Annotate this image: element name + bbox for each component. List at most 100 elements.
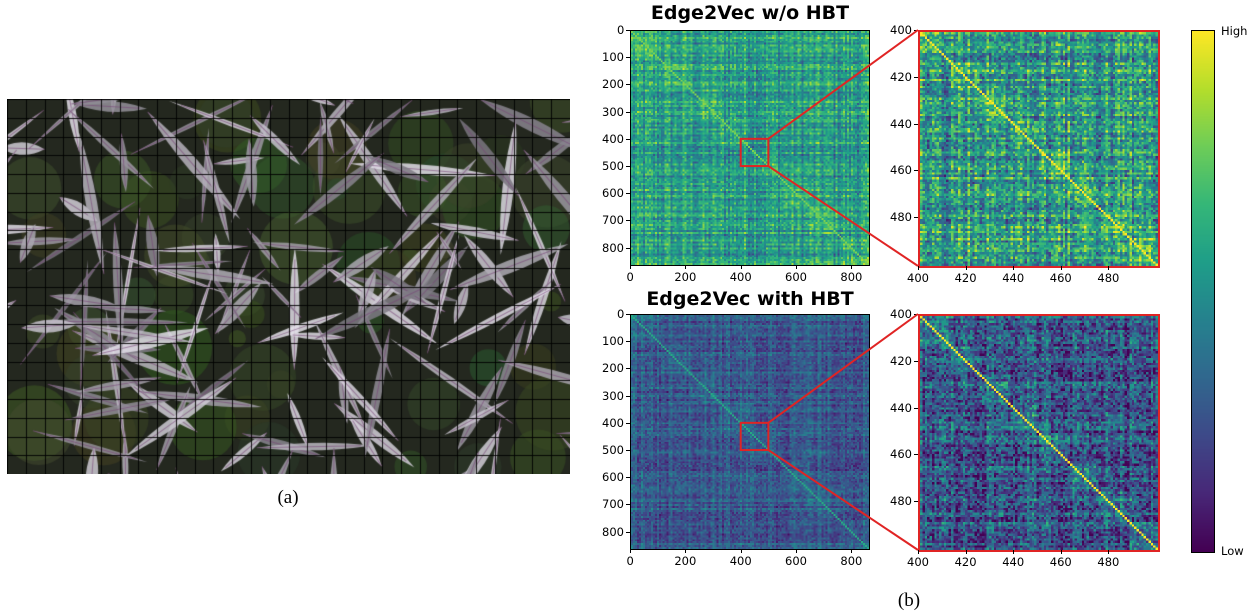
tick-mark <box>918 550 919 554</box>
y-tick-label: 100 <box>602 50 624 65</box>
tick-mark <box>918 266 919 270</box>
y-tick-label: 0 <box>617 23 625 37</box>
tick-mark <box>851 265 853 269</box>
tick-mark <box>914 360 918 362</box>
caption-a: (a) <box>277 487 299 508</box>
colorbar-low-label: Low <box>1221 544 1244 558</box>
y-tick-label: 500 <box>602 159 624 174</box>
y-tick-label: 600 <box>602 186 624 201</box>
tick-mark <box>914 30 918 31</box>
x-tick-label: 420 <box>954 271 977 285</box>
caption-b: (b) <box>897 590 921 611</box>
tick-mark <box>626 57 630 59</box>
y-tick-label: 420 <box>890 353 912 368</box>
tick-mark <box>1013 550 1015 554</box>
x-tick-label: 200 <box>674 270 697 284</box>
y-tick-label: 480 <box>890 494 912 509</box>
x-tick-label: 400 <box>907 271 929 285</box>
tick-mark <box>685 549 687 553</box>
similarity-heatmap-with-hbt <box>630 314 870 550</box>
x-tick-label: 400 <box>729 554 752 568</box>
panel-title-without-hbt: Edge2Vec w/o HBT <box>650 2 850 24</box>
tick-mark <box>914 217 918 219</box>
tick-mark <box>626 30 630 31</box>
y-tick-label: 420 <box>890 69 912 84</box>
y-tick-label: 460 <box>890 163 912 178</box>
tick-mark <box>626 504 630 506</box>
y-tick-label: 0 <box>617 307 625 321</box>
y-tick-label: 200 <box>602 361 624 376</box>
panel-title-with-hbt: Edge2Vec with HBT <box>646 288 854 310</box>
y-tick-label: 800 <box>602 240 624 255</box>
x-tick-label: 800 <box>840 554 863 568</box>
x-tick-label: 480 <box>1097 555 1120 569</box>
tick-mark <box>914 501 918 503</box>
tick-mark <box>630 549 631 553</box>
y-tick-label: 800 <box>602 524 624 539</box>
tick-mark <box>965 550 967 554</box>
tick-mark <box>914 407 918 409</box>
zoom-heatmap-with-hbt <box>918 314 1160 552</box>
tick-mark <box>626 450 630 452</box>
x-tick-label: 480 <box>1097 271 1120 285</box>
tick-mark <box>626 422 630 424</box>
y-tick-label: 400 <box>602 415 624 430</box>
y-tick-label: 480 <box>890 210 912 225</box>
tick-mark <box>626 368 630 370</box>
colorbar-high-label: High <box>1221 24 1248 38</box>
tick-mark <box>626 314 630 315</box>
y-tick-label: 400 <box>602 131 624 146</box>
tick-mark <box>740 265 742 269</box>
tick-mark <box>1108 266 1110 270</box>
y-tick-label: 300 <box>602 104 624 119</box>
tick-mark <box>851 549 853 553</box>
similarity-heatmap-without-hbt <box>630 30 870 266</box>
tick-mark <box>1060 266 1062 270</box>
y-tick-label: 100 <box>602 334 624 349</box>
y-tick-label: 600 <box>602 470 624 485</box>
tick-mark <box>626 531 630 533</box>
tick-mark <box>626 166 630 168</box>
x-tick-label: 460 <box>1049 555 1072 569</box>
y-tick-label: 700 <box>602 497 624 512</box>
tick-mark <box>914 170 918 172</box>
leaf-photo <box>7 99 570 474</box>
tick-mark <box>626 193 630 195</box>
x-tick-label: 0 <box>626 554 634 568</box>
tick-mark <box>1108 550 1110 554</box>
y-tick-label: 300 <box>602 388 624 403</box>
zoom-heatmap-without-hbt <box>918 30 1160 268</box>
tick-mark <box>626 395 630 397</box>
x-tick-label: 440 <box>1002 271 1025 285</box>
y-tick-label: 500 <box>602 443 624 458</box>
x-tick-label: 420 <box>954 555 977 569</box>
x-tick-label: 400 <box>907 555 929 569</box>
y-tick-label: 700 <box>602 213 624 228</box>
tick-mark <box>914 314 918 315</box>
x-tick-label: 800 <box>840 270 863 284</box>
x-tick-label: 400 <box>729 270 752 284</box>
leaf-photo-grid <box>7 99 570 474</box>
tick-mark <box>740 549 742 553</box>
tick-mark <box>626 138 630 140</box>
tick-mark <box>685 265 687 269</box>
tick-mark <box>796 549 798 553</box>
x-tick-label: 200 <box>674 554 697 568</box>
y-tick-label: 400 <box>890 307 912 321</box>
tick-mark <box>914 123 918 125</box>
tick-mark <box>626 220 630 222</box>
y-tick-label: 440 <box>890 400 912 415</box>
colorbar <box>1191 30 1215 553</box>
tick-mark <box>626 84 630 86</box>
tick-mark <box>914 76 918 78</box>
tick-mark <box>626 341 630 343</box>
tick-mark <box>1060 550 1062 554</box>
tick-mark <box>914 454 918 456</box>
tick-mark <box>630 265 631 269</box>
x-tick-label: 600 <box>785 554 807 568</box>
x-tick-label: 600 <box>785 270 807 284</box>
tick-mark <box>796 265 798 269</box>
y-tick-label: 440 <box>890 116 912 131</box>
y-tick-label: 460 <box>890 447 912 462</box>
x-tick-label: 440 <box>1002 555 1025 569</box>
